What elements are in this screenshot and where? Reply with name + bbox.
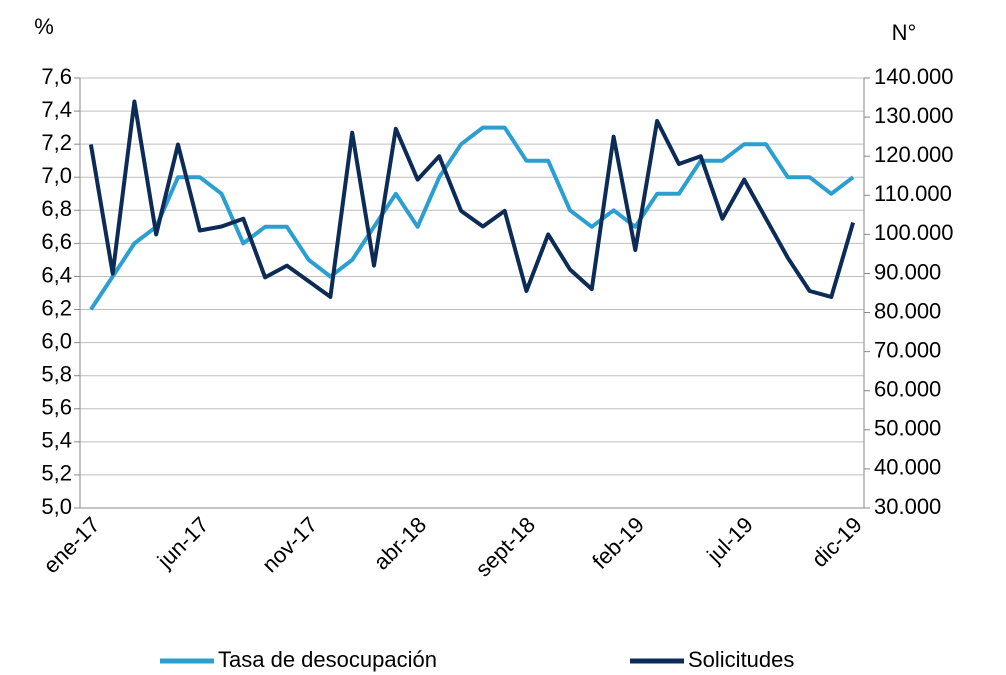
x-tick-label: feb-19: [587, 512, 649, 574]
y2-tick-label: 70.000: [874, 337, 941, 362]
y-tick-label: 5,6: [41, 395, 72, 420]
y-tick-label: 6,0: [41, 328, 72, 353]
x-tick-label: nov-17: [257, 512, 322, 577]
y-tick-label: 7,0: [41, 163, 72, 188]
x-tick-label: jun-17: [152, 512, 214, 574]
y2-tick-label: 100.000: [874, 220, 954, 245]
x-tick-label: ene-17: [38, 512, 104, 578]
y2-tick-label: 90.000: [874, 259, 941, 284]
y-tick-label: 6,4: [41, 262, 72, 287]
y2-tick-label: 50.000: [874, 416, 941, 441]
y-tick-label: 6,8: [41, 196, 72, 221]
y2-axis-label: N°: [892, 20, 917, 45]
x-tick-label: sept-18: [471, 512, 541, 582]
y-tick-label: 7,2: [41, 130, 72, 155]
y-axis-label: %: [34, 14, 54, 39]
y-tick-label: 5,4: [41, 428, 72, 453]
x-tick-label: jul-19: [701, 512, 757, 568]
y2-tick-label: 120.000: [874, 142, 954, 167]
y-tick-label: 5,8: [41, 362, 72, 387]
y-tick-label: 5,0: [41, 494, 72, 519]
y-tick-label: 7,6: [41, 64, 72, 89]
x-tick-label: abr-18: [369, 512, 432, 575]
y2-tick-label: 30.000: [874, 494, 941, 519]
y2-tick-label: 110.000: [874, 181, 952, 206]
y-tick-label: 6,6: [41, 229, 72, 254]
series-line: [88, 99, 856, 299]
y2-tick-label: 60.000: [874, 377, 941, 402]
legend-label: Solicitudes: [688, 647, 794, 672]
y-tick-label: 5,2: [41, 461, 72, 486]
series-line: [89, 125, 855, 311]
y2-tick-label: 40.000: [874, 455, 941, 480]
legend-label: Tasa de desocupación: [218, 647, 437, 672]
y2-tick-label: 80.000: [874, 298, 941, 323]
y-tick-label: 6,2: [41, 295, 72, 320]
y2-tick-label: 140.000: [874, 64, 954, 89]
y-tick-label: 7,4: [41, 97, 72, 122]
y2-tick-label: 130.000: [874, 103, 954, 128]
x-tick-label: dic-19: [807, 512, 867, 572]
